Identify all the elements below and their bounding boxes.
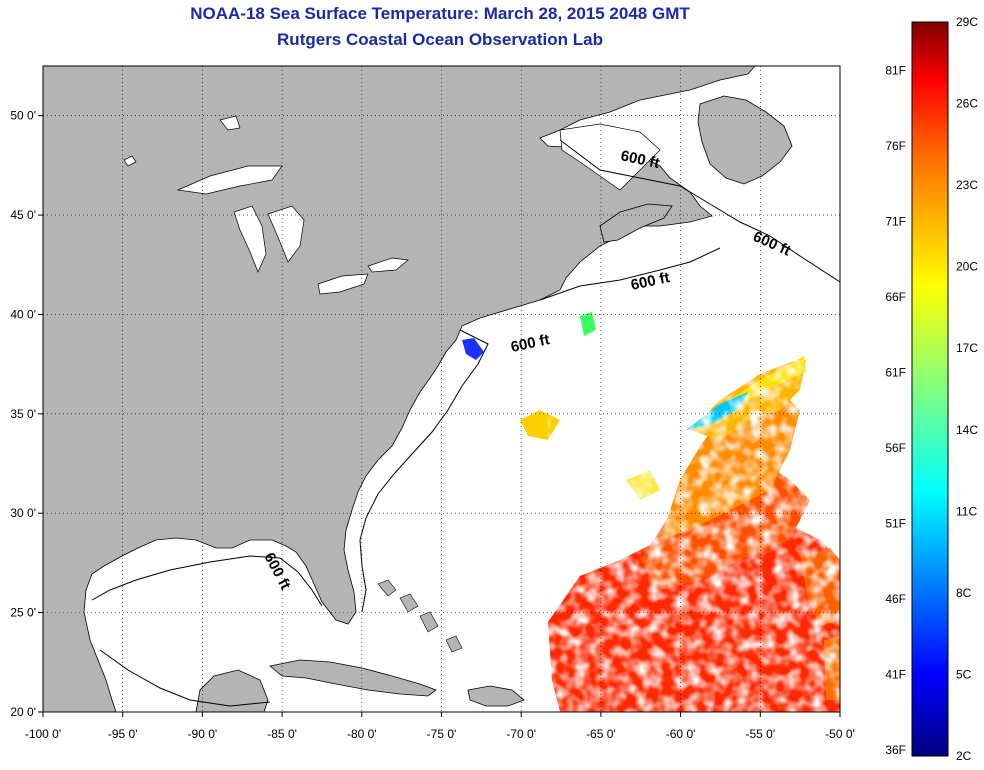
latitude-tick-label: 25 0' [10,606,36,620]
colorbar-celsius-label: 2C [956,749,972,763]
colorbar-celsius-label: 5C [956,667,972,681]
land-hispaniola [467,685,525,707]
colorbar-celsius-label: 17C [956,341,978,355]
latitude-tick-label: 30 0' [10,506,36,520]
longitude-tick-label: -55 0' [745,727,775,741]
colorbar-fahrenheit-label: 36F [885,743,906,757]
colorbar-celsius-label: 14C [956,423,978,437]
colorbar-fahrenheit-labels: 81F 76F 71F 66F 61F 56F 51F 46F 41F 36F [885,63,906,757]
latitude-tick-label: 40 0' [10,307,36,321]
longitude-tick-label: -50 0' [825,727,855,741]
colorbar-fahrenheit-label: 61F [885,365,906,379]
colorbar-fahrenheit-label: 56F [885,441,906,455]
longitude-tick-labels: -100 0' -95 0' -90 0' -85 0' -80 0' -75 0' -70… [25,712,855,741]
colorbar-celsius-label: 29C [956,15,978,29]
longitude-tick-label: -60 0' [666,727,696,741]
map-title: NOAA-18 Sea Surface Temperature: March 2… [190,4,690,23]
colorbar-fahrenheit-label: 41F [885,667,906,681]
longitude-tick-label: -65 0' [586,727,616,741]
land-nova-scotia [599,203,673,243]
longitude-tick-label: -95 0' [108,727,138,741]
land-yucatan [195,669,269,712]
colorbar-celsius-label: 20C [956,260,978,274]
land-cuba [269,659,437,697]
latitude-tick-label: 35 0' [10,407,36,421]
colorbar-fahrenheit-label: 81F [885,63,906,77]
bahamas-islands [377,579,463,653]
gulf-of-st-lawrence [559,123,661,191]
depth-contours [91,139,840,707]
longitude-tick-label: -80 0' [347,727,377,741]
latitude-tick-label: 20 0' [10,705,36,719]
latitude-tick-label: 50 0' [10,109,36,123]
latitude-tick-label: 45 0' [10,208,36,222]
longitude-tick-label: -100 0' [25,727,61,741]
colorbar-fahrenheit-label: 66F [885,290,906,304]
temperature-colorbar [911,21,949,757]
colorbar-fahrenheit-label: 71F [885,214,906,228]
colorbar-celsius-label: 8C [956,586,972,600]
colorbar-celsius-label: 26C [956,97,978,111]
colorbar-celsius-label: 11C [956,504,977,518]
latitude-tick-labels: 20 0' 25 0' 30 0' 35 0' 40 0' 45 0' 50 0' [10,109,43,719]
colorbar-celsius-labels: 29C 26C 23C 20C 17C 14C 11C 8C 5C 2C [956,15,978,763]
colorbar-celsius-label: 23C [956,178,978,192]
map-subtitle: Rutgers Coastal Ocean Observation Lab [277,30,603,49]
colorbar-fahrenheit-label: 51F [885,516,906,530]
longitude-tick-label: -70 0' [506,727,536,741]
land-newfoundland [697,95,793,185]
longitude-tick-label: -85 0' [267,727,297,741]
longitude-tick-label: -75 0' [427,727,457,741]
colorbar-fahrenheit-label: 76F [885,139,906,153]
colorbar-fahrenheit-label: 46F [885,592,906,606]
longitude-tick-label: -90 0' [188,727,218,741]
great-lakes [123,115,409,295]
sst-data-overlay [462,312,840,712]
